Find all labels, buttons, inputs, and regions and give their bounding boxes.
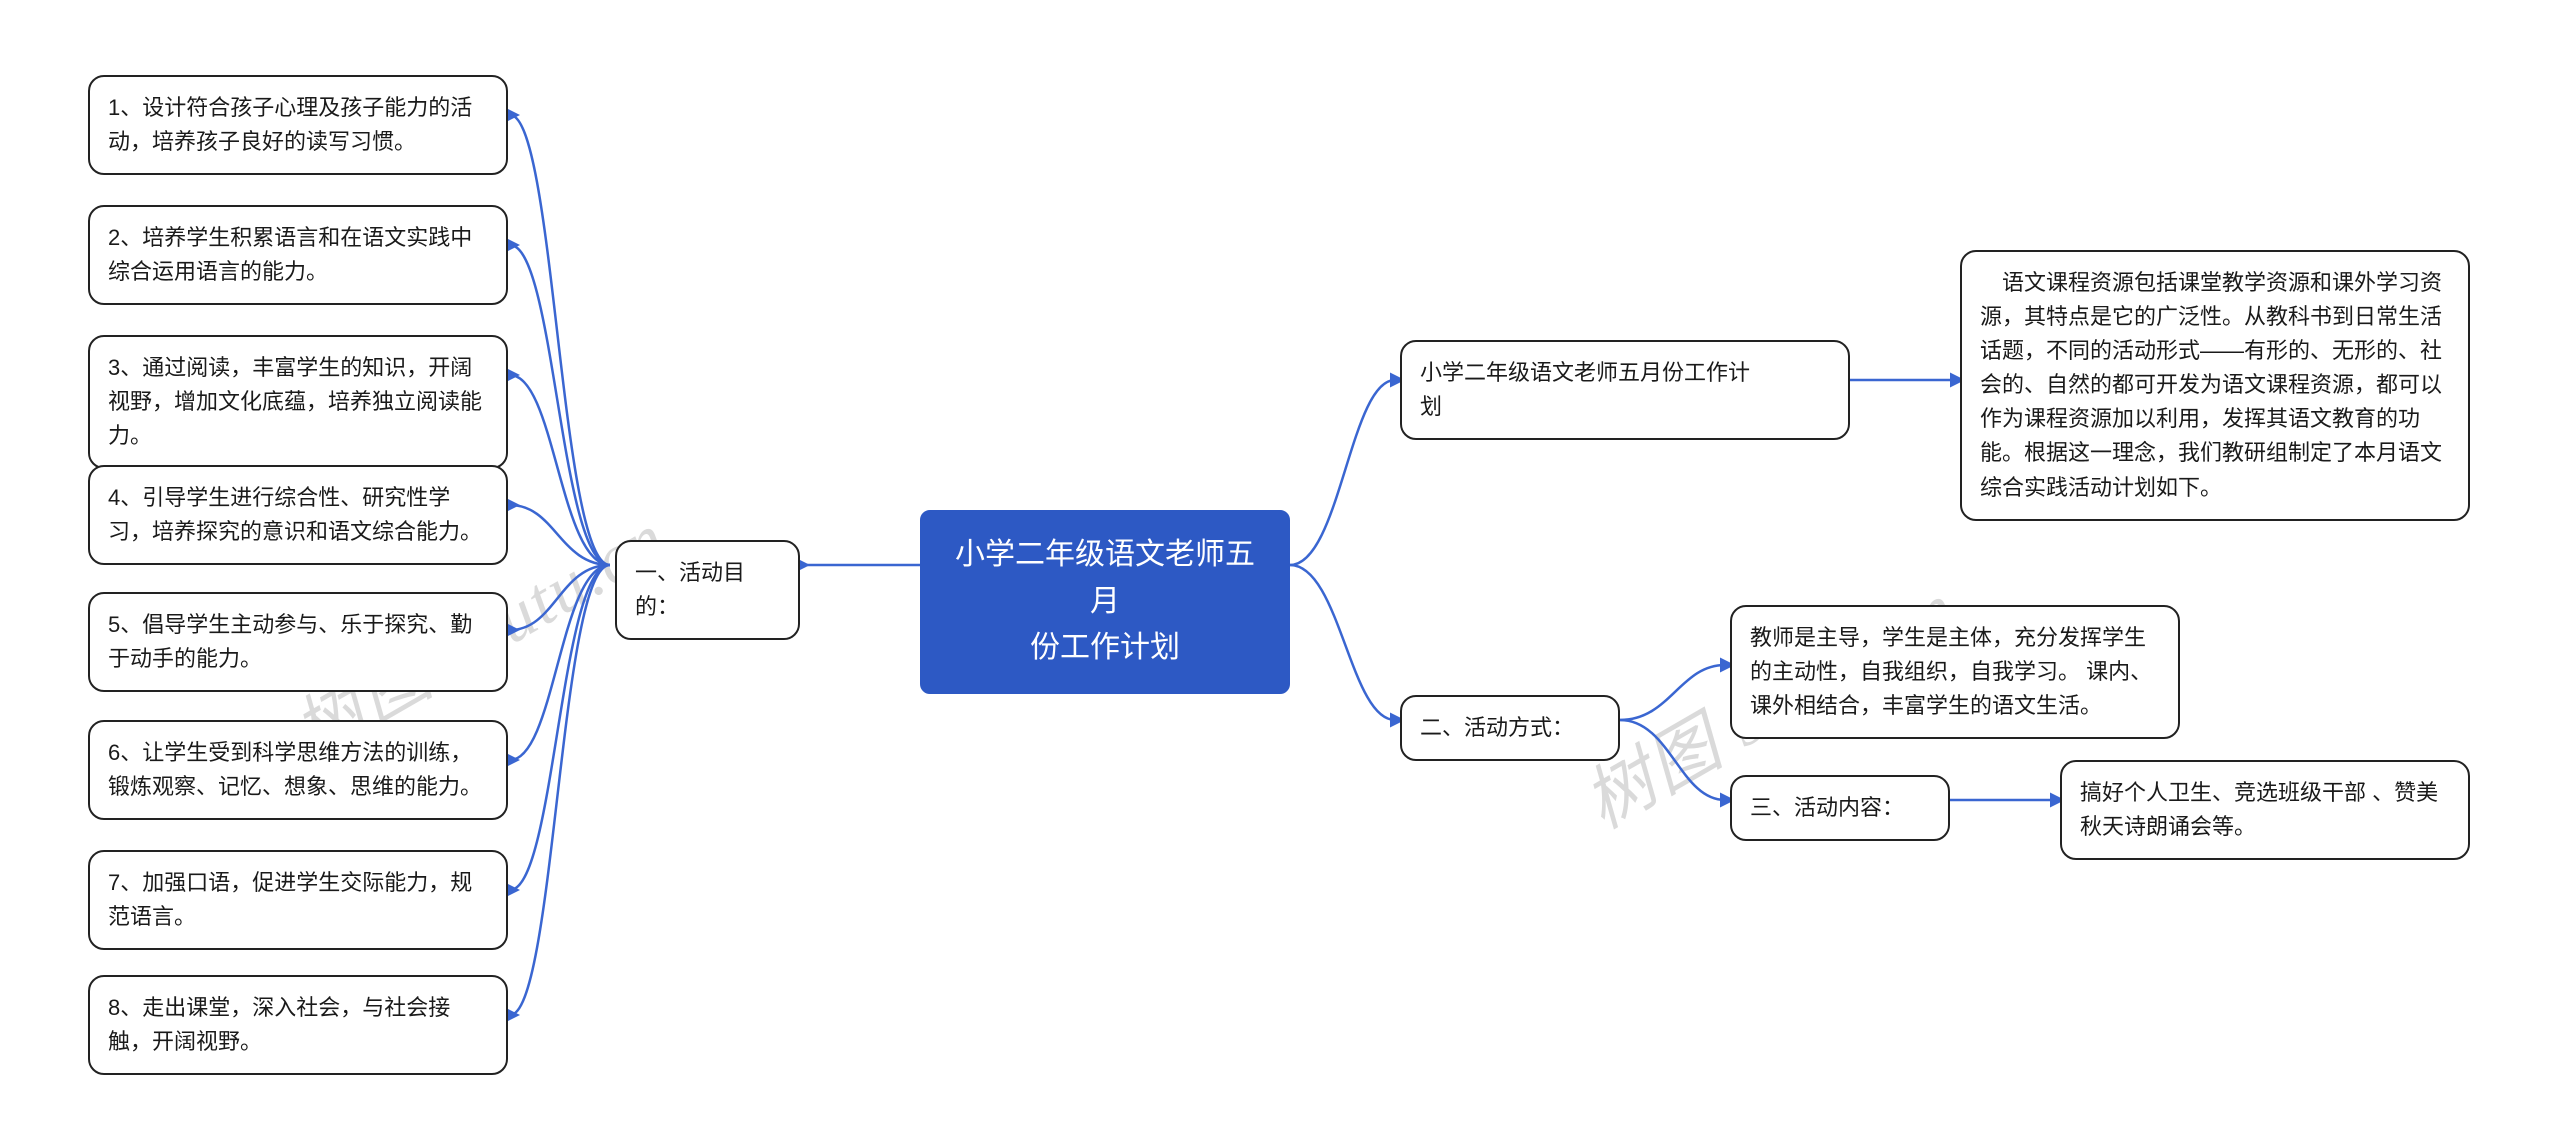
- right-branch2-sub-label-text: 三、活动内容：: [1750, 795, 1904, 820]
- root-line2: 份工作计划: [1030, 631, 1180, 664]
- root-node[interactable]: 小学二年级语文老师五月 份工作计划: [920, 510, 1290, 694]
- right-branch2-sub-detail[interactable]: 搞好个人卫生、竞选班级干部 、赞美秋天诗朗诵会等。: [2060, 760, 2470, 860]
- left-item-8-text: 8、走出课堂，深入社会，与社会接触，开阔视野。: [108, 995, 450, 1054]
- left-item-8[interactable]: 8、走出课堂，深入社会，与社会接触，开阔视野。: [88, 975, 508, 1075]
- left-item-2-text: 2、培养学生积累语言和在语文实践中综合运用语言的能力。: [108, 225, 472, 284]
- right-branch1-label-line1: 小学二年级语文老师五月份工作计: [1420, 360, 1750, 385]
- left-item-1[interactable]: 1、设计符合孩子心理及孩子能力的活动，培养孩子良好的读写习惯。: [88, 75, 508, 175]
- right-branch1-label[interactable]: 小学二年级语文老师五月份工作计 划: [1400, 340, 1850, 440]
- left-item-4-text: 4、引导学生进行综合性、研究性学习，培养探究的意识和语文综合能力。: [108, 485, 482, 544]
- right-branch2-label-text: 二、活动方式：: [1420, 715, 1574, 740]
- left-branch-label-text: 一、活动目的：: [635, 560, 745, 619]
- right-branch2-sub-detail-text: 搞好个人卫生、竞选班级干部 、赞美秋天诗朗诵会等。: [2080, 780, 2438, 839]
- left-item-6[interactable]: 6、让学生受到科学思维方法的训练，锻炼观察、记忆、想象、思维的能力。: [88, 720, 508, 820]
- right-branch2-sub-label[interactable]: 三、活动内容：: [1730, 775, 1950, 841]
- right-branch2-label[interactable]: 二、活动方式：: [1400, 695, 1620, 761]
- left-item-7-text: 7、加强口语，促进学生交际能力，规范语言。: [108, 870, 472, 929]
- left-branch-label[interactable]: 一、活动目的：: [615, 540, 800, 640]
- root-line1: 小学二年级语文老师五月: [955, 538, 1255, 618]
- left-item-5-text: 5、倡导学生主动参与、乐于探究、勤于动手的能力。: [108, 612, 472, 671]
- left-item-6-text: 6、让学生受到科学思维方法的训练，锻炼观察、记忆、想象、思维的能力。: [108, 740, 482, 799]
- left-item-7[interactable]: 7、加强口语，促进学生交际能力，规范语言。: [88, 850, 508, 950]
- right-branch2-detail[interactable]: 教师是主导，学生是主体，充分发挥学生的主动性，自我组织，自我学习。 课内、课外相…: [1730, 605, 2180, 739]
- left-item-3[interactable]: 3、通过阅读，丰富学生的知识，开阔视野，增加文化底蕴，培养独立阅读能力。: [88, 335, 508, 469]
- right-branch1-detail[interactable]: 语文课程资源包括课堂教学资源和课外学习资源，其特点是它的广泛性。从教科书到日常生…: [1960, 250, 2470, 521]
- left-item-4[interactable]: 4、引导学生进行综合性、研究性学习，培养探究的意识和语文综合能力。: [88, 465, 508, 565]
- left-item-1-text: 1、设计符合孩子心理及孩子能力的活动，培养孩子良好的读写习惯。: [108, 95, 472, 154]
- right-branch1-detail-text: 语文课程资源包括课堂教学资源和课外学习资源，其特点是它的广泛性。从教科书到日常生…: [1980, 270, 2442, 500]
- right-branch2-detail-text: 教师是主导，学生是主体，充分发挥学生的主动性，自我组织，自我学习。 课内、课外相…: [1750, 625, 2152, 718]
- left-item-5[interactable]: 5、倡导学生主动参与、乐于探究、勤于动手的能力。: [88, 592, 508, 692]
- left-item-2[interactable]: 2、培养学生积累语言和在语文实践中综合运用语言的能力。: [88, 205, 508, 305]
- left-item-3-text: 3、通过阅读，丰富学生的知识，开阔视野，增加文化底蕴，培养独立阅读能力。: [108, 355, 482, 448]
- right-branch1-label-line2: 划: [1420, 394, 1442, 419]
